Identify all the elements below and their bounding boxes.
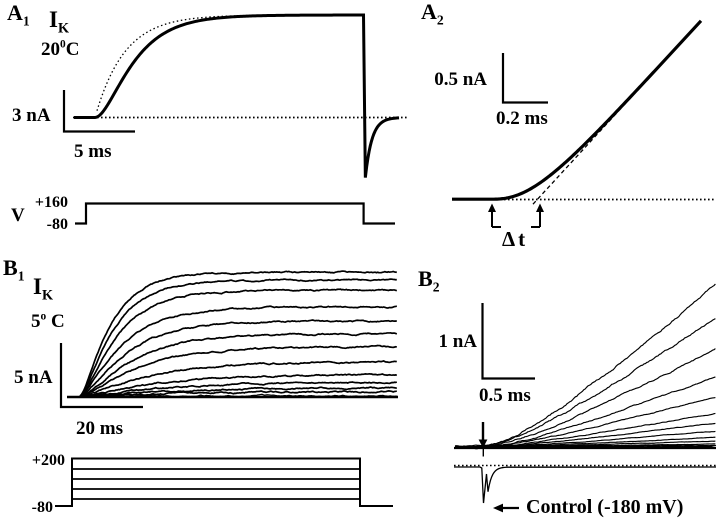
temperature-label-a1: 200C: [41, 38, 80, 60]
b1-ik-trace: [79, 390, 397, 399]
ik-label-a1: IK: [49, 7, 70, 37]
b1-ik-trace: [79, 344, 397, 398]
b2-ik-onset-trace: [454, 283, 716, 450]
b2-ik-onset-trace: [454, 348, 716, 448]
panel-a1-label: A1: [7, 0, 30, 29]
panel-a1-traces: [62, 13, 409, 225]
panel-a2-traces: [452, 19, 716, 228]
b2-scale-bar: [481, 303, 535, 380]
b2-ik-onset-trace: [454, 318, 716, 449]
b1-ik-trace: [79, 278, 397, 397]
horizontal-scale-label-b2: 0.5 ms: [479, 385, 531, 406]
b2-control-arrow-icon: [493, 503, 503, 513]
a2-linear-extrapolation-dashed: [532, 76, 651, 205]
temperature-label-b1: 5o C: [31, 310, 65, 332]
horizontal-scale-label-a2: 0.2 ms: [496, 108, 548, 129]
b1-ik-trace: [79, 332, 398, 397]
a2-onset-arrow-icon: [488, 203, 496, 212]
b2-ik-onset-trace: [454, 376, 716, 449]
b2-control-trace: [454, 466, 717, 504]
panel-b2-label: B2: [418, 266, 440, 295]
b2-ik-onset-trace: [454, 444, 716, 448]
panel-a2-label: A2: [421, 0, 444, 28]
a1-exponential-fit-dotted: [96, 14, 361, 111]
vertical-scale-label-a1: 3 nA: [12, 105, 51, 126]
protocol-top-label-a1: +160: [34, 194, 68, 211]
b1-ik-trace: [79, 305, 398, 398]
a2-ik-onset-trace: [452, 19, 703, 201]
b1-ik-trace: [79, 386, 398, 398]
vertical-scale-label-b1: 5 nA: [14, 367, 53, 388]
protocol-bottom-label-a1: -80: [46, 216, 68, 233]
b1-ik-trace: [79, 288, 398, 398]
a1-scale-bar: [62, 90, 135, 133]
panel-b1-traces: [59, 270, 398, 409]
b1-ik-trace: [79, 381, 398, 398]
horizontal-scale-label-b1: 20 ms: [76, 418, 123, 439]
vertical-scale-label-b2: 1 nA: [438, 331, 477, 352]
ik-label-b1: IK: [33, 274, 54, 304]
b1-ik-trace: [79, 270, 397, 397]
horizontal-scale-label-a1: 5 ms: [74, 141, 112, 162]
b1-ik-trace: [79, 319, 398, 398]
panel-b1-label: B1: [3, 255, 25, 284]
b1-scale-bar: [59, 343, 143, 409]
a2-scale-bar: [501, 53, 548, 104]
protocol-bottom-label-b1: -80: [31, 499, 53, 516]
delta-t-label: Δt: [502, 227, 529, 251]
b1-ik-trace: [79, 372, 398, 398]
protocol-top-label-b1: +200: [31, 452, 65, 469]
panel-b1-protocol: [55, 457, 393, 507]
a2-delay-arrow-icon: [536, 203, 544, 212]
vertical-scale-label-a2: 0.5 nA: [434, 69, 487, 90]
panel-b2-traces: [454, 283, 717, 513]
a1-ik-trace: [74, 13, 400, 178]
b1-ik-trace: [79, 360, 397, 398]
protocol-axis-label-a1: V: [11, 205, 25, 226]
b2-onset-arrow-icon: [478, 439, 488, 448]
control-label: Control (-180 mV): [526, 496, 684, 518]
a1-voltage-protocol: [75, 202, 395, 225]
b1-voltage-protocol-outline: [55, 457, 393, 507]
